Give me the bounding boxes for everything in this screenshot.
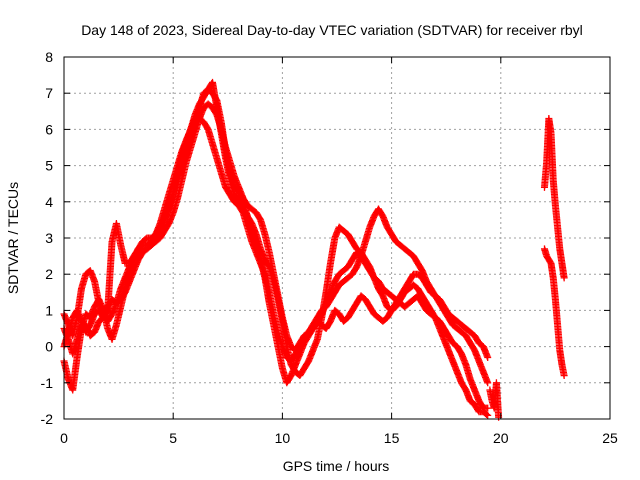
x-tick-label: 15 bbox=[384, 430, 400, 446]
y-tick-label: 1 bbox=[45, 302, 53, 318]
y-tick-label: -2 bbox=[41, 411, 54, 427]
y-tick-label: -1 bbox=[41, 375, 54, 391]
data-point bbox=[484, 353, 492, 361]
data-point bbox=[560, 274, 568, 282]
axis-ticks bbox=[63, 56, 611, 420]
x-tick-label: 5 bbox=[169, 430, 177, 446]
track-7 bbox=[486, 379, 503, 421]
grid bbox=[64, 57, 610, 419]
x-axis-label: GPS time / hours bbox=[283, 458, 390, 474]
data-point bbox=[484, 379, 492, 387]
y-tick-label: 2 bbox=[45, 266, 53, 282]
track-5 bbox=[540, 115, 568, 282]
data-series bbox=[60, 78, 568, 421]
chart-title: Day 148 of 2023, Sidereal Day-to-day VTE… bbox=[81, 22, 583, 38]
x-tick-label: 10 bbox=[275, 430, 291, 446]
track-4 bbox=[60, 100, 492, 387]
y-tick-label: 7 bbox=[45, 85, 53, 101]
y-tick-label: 5 bbox=[45, 158, 53, 174]
y-tick-label: 6 bbox=[45, 121, 53, 137]
data-point bbox=[484, 411, 492, 419]
x-tick-label: 0 bbox=[60, 430, 68, 446]
x-tick-label: 20 bbox=[493, 430, 509, 446]
y-tick-label: 0 bbox=[45, 339, 53, 355]
y-tick-label: 8 bbox=[45, 49, 53, 65]
track-6 bbox=[540, 245, 568, 380]
data-point bbox=[560, 372, 568, 380]
data-point bbox=[484, 404, 492, 412]
data-point bbox=[483, 410, 491, 418]
y-axis-label: SDTVAR / TECUs bbox=[5, 182, 21, 294]
y-tick-label: 4 bbox=[45, 194, 53, 210]
y-tick-label: 3 bbox=[45, 230, 53, 246]
tick-labels: 0 5 10 15 20 25 -2 -1 0 1 2 3 4 5 6 7 8 bbox=[41, 49, 618, 446]
x-tick-label: 25 bbox=[602, 430, 618, 446]
